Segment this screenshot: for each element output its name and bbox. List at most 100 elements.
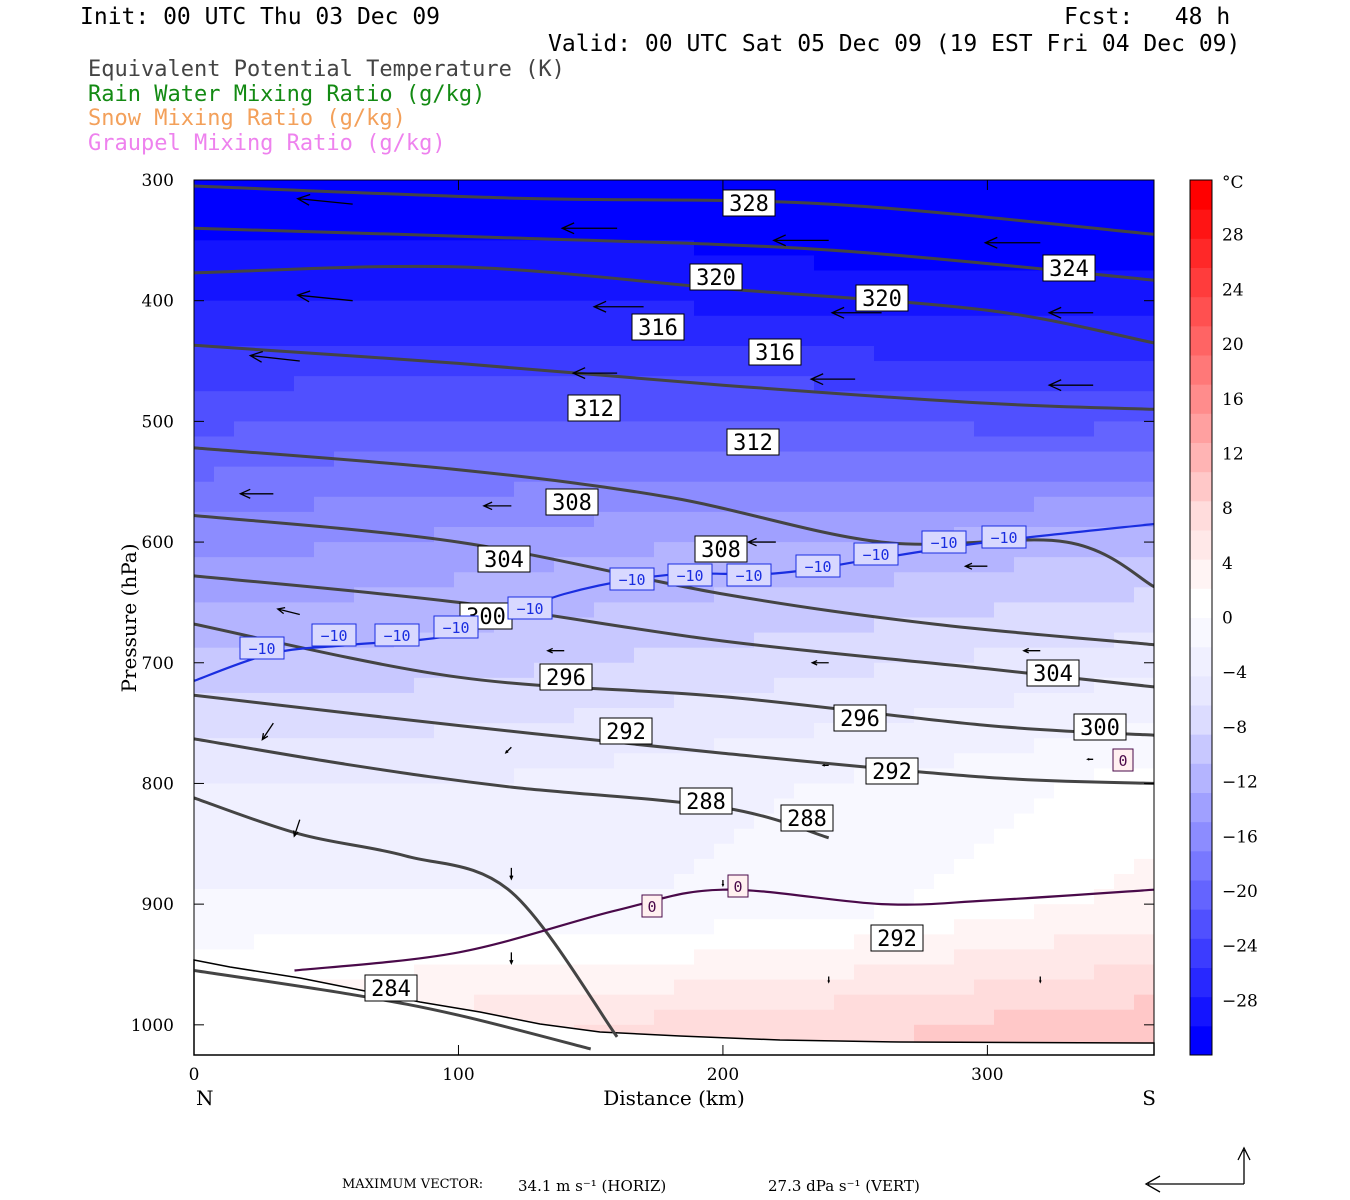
temperature-cell — [374, 391, 395, 407]
temperature-cell — [1034, 813, 1055, 830]
temperature-cell — [614, 753, 635, 769]
temperature-cell — [1134, 240, 1154, 257]
temperature-cell — [814, 662, 835, 679]
temperature-cell — [574, 889, 595, 905]
temperature-cell — [1034, 436, 1055, 453]
temperature-cell — [454, 542, 475, 558]
temperature-cell — [814, 406, 835, 422]
temperature-cell — [834, 738, 855, 754]
temperature-cell — [214, 210, 235, 226]
colorbar-swatch — [1190, 238, 1212, 268]
temperature-cell — [1074, 858, 1095, 875]
temperature-cell — [514, 798, 535, 815]
temperature-cell — [774, 572, 795, 588]
svg-text:300: 300 — [1080, 716, 1120, 741]
temperature-cell — [954, 255, 975, 272]
temperature-cell — [474, 376, 495, 392]
temperature-cell — [954, 210, 975, 226]
temperature-cell — [654, 994, 675, 1011]
temperature-cell — [474, 813, 495, 830]
temperature-cell — [894, 496, 915, 513]
temperature-cell — [954, 602, 975, 619]
temperature-cell — [554, 994, 575, 1011]
temperature-cell — [194, 285, 215, 302]
temperature-cell — [374, 285, 395, 302]
temperature-cell — [914, 904, 935, 920]
temperature-cell — [814, 768, 835, 785]
temperature-cell — [514, 180, 535, 196]
temperature-cell — [434, 949, 455, 966]
temperature-cell — [754, 904, 775, 920]
temperature-cell — [354, 511, 375, 528]
temperature-cell — [834, 587, 855, 604]
temperature-cell — [914, 587, 935, 604]
temperature-cell — [434, 376, 455, 392]
temperature-cell — [834, 180, 855, 196]
temperature-cell — [714, 753, 735, 769]
colorbar-swatch — [1190, 996, 1212, 1027]
temperature-cell — [474, 436, 495, 453]
temperature-cell — [274, 662, 295, 679]
temperature-cell — [1134, 919, 1154, 935]
temperature-cell — [894, 587, 915, 604]
temperature-cell — [274, 315, 295, 332]
temperature-cell — [914, 677, 935, 694]
temperature-cell — [434, 300, 455, 317]
temperature-cell — [514, 723, 535, 739]
temperature-cell — [894, 738, 915, 754]
temperature-cell — [714, 345, 735, 362]
temperature-cell — [894, 677, 915, 694]
temperature-cell — [774, 647, 795, 664]
temperature-cell — [194, 240, 215, 257]
temperature-cell — [874, 210, 895, 226]
temperature-cell — [994, 1009, 1015, 1026]
temperature-cell — [854, 481, 875, 498]
y-tick-label: 500 — [142, 412, 174, 432]
wind-vector — [482, 501, 512, 511]
temperature-cell — [314, 210, 335, 226]
temperature-cell — [714, 949, 735, 966]
temperature-cell — [254, 511, 275, 528]
temperature-cell — [414, 934, 435, 950]
temperature-cell — [274, 904, 295, 920]
temperature-cell — [674, 647, 695, 664]
temperature-cell — [434, 602, 455, 619]
temperature-cell — [494, 677, 515, 694]
temperature-cell — [514, 210, 535, 226]
temperature-cell — [974, 873, 995, 890]
isotherm-zero — [294, 888, 1154, 972]
temperature-cell — [414, 391, 435, 407]
temperature-cell — [414, 904, 435, 920]
svg-text:−10: −10 — [930, 534, 957, 552]
temperature-cell — [894, 904, 915, 920]
temperature-cell — [934, 436, 955, 453]
temperature-cell — [534, 813, 555, 830]
temperature-cell — [614, 979, 635, 996]
temperature-cell — [354, 285, 375, 302]
temperature-cell — [334, 904, 355, 920]
temperature-cell — [934, 662, 955, 679]
temperature-cell — [994, 632, 1015, 649]
temperature-cell — [874, 451, 895, 468]
temperature-cell — [474, 587, 495, 604]
temperature-cell — [334, 677, 355, 694]
temperature-cell — [394, 572, 415, 588]
temperature-cell — [414, 376, 435, 392]
temperature-cell — [614, 542, 635, 558]
temperature-cell — [614, 376, 635, 392]
temperature-cell — [774, 300, 795, 317]
temperature-cell — [1074, 496, 1095, 513]
temperature-cell — [654, 587, 675, 604]
temperature-cell — [994, 195, 1015, 211]
temperature-cell — [354, 662, 375, 679]
temperature-cell — [254, 481, 275, 498]
temperature-cell — [914, 466, 935, 483]
temperature-cell — [594, 240, 615, 257]
temperature-cell — [794, 708, 815, 724]
temperature-cell — [914, 964, 935, 981]
temperature-cell — [294, 708, 315, 724]
temperature-cell — [894, 451, 915, 468]
temperature-cell — [774, 889, 795, 905]
temperature-cell — [254, 587, 275, 604]
temperature-cell — [294, 361, 315, 377]
